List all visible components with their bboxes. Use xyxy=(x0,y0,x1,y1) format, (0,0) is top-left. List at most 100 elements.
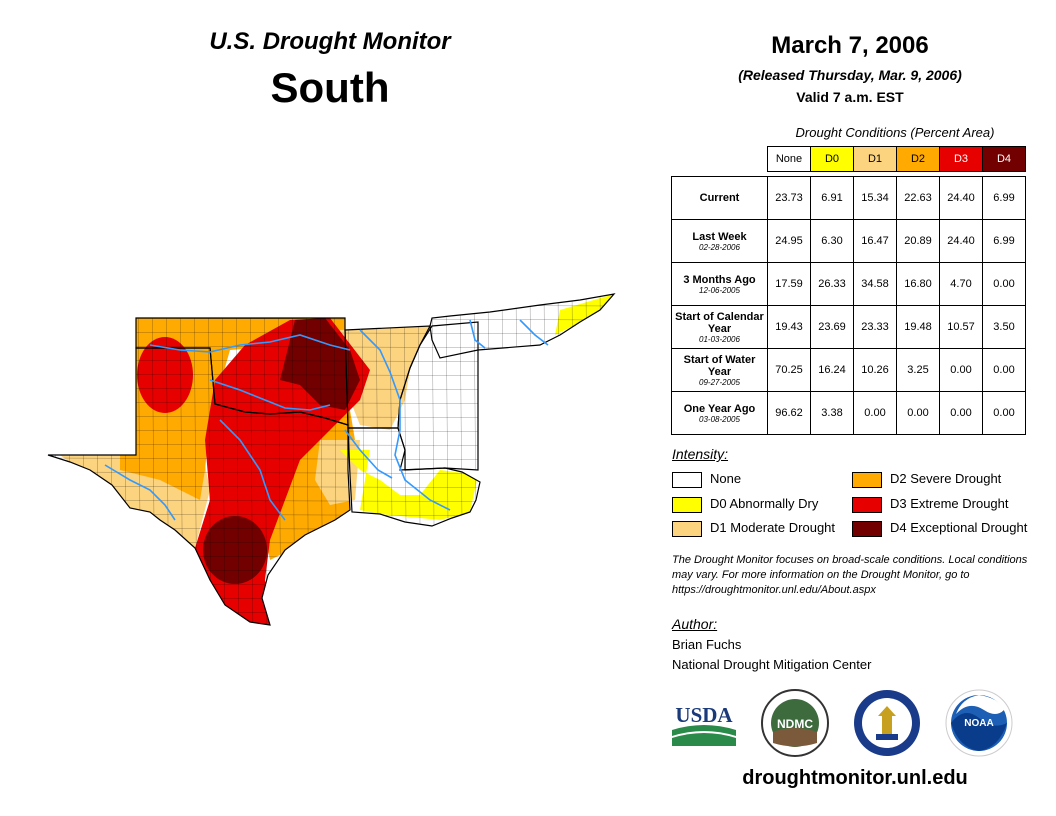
legend-swatch-d2 xyxy=(852,471,882,488)
cell-d3: 24.40 xyxy=(939,176,983,220)
column-header-d0: D0 xyxy=(810,146,854,172)
column-header-none: None xyxy=(767,146,811,172)
cell-d0: 6.30 xyxy=(810,219,854,263)
legend-item-d0: D0 Abnormally Dry xyxy=(672,495,818,513)
state-borders xyxy=(47,293,616,626)
cell-d1: 10.26 xyxy=(853,348,897,392)
cell-d0: 3.38 xyxy=(810,391,854,435)
cell-none: 24.95 xyxy=(767,219,811,263)
row-label: 3 Months Ago 12-06-2005 xyxy=(671,262,768,306)
legend-item-none: None xyxy=(672,470,741,488)
cell-d1: 0.00 xyxy=(853,391,897,435)
cell-d0: 16.24 xyxy=(810,348,854,392)
cell-d4: 6.99 xyxy=(982,219,1026,263)
noaa-logo: NOAA xyxy=(945,689,1013,757)
svg-text:NDMC: NDMC xyxy=(777,717,813,731)
legend-swatch-d1 xyxy=(672,520,702,537)
column-header-d3: D3 xyxy=(939,146,983,172)
table-caption: Drought Conditions (Percent Area) xyxy=(795,125,995,140)
cell-d4: 0.00 xyxy=(982,391,1026,435)
cell-d3: 0.00 xyxy=(939,391,983,435)
column-header-d2: D2 xyxy=(896,146,940,172)
author-title: Author: xyxy=(672,616,718,632)
cell-d2: 22.63 xyxy=(896,176,940,220)
row-date: 03-08-2005 xyxy=(699,414,740,424)
cell-d2: 16.80 xyxy=(896,262,940,306)
table-row: One Year Ago 03-08-2005 96.62 3.38 0.00 0.00 0… xyxy=(671,391,1026,435)
row-label: Current xyxy=(671,176,768,220)
cell-d2: 0.00 xyxy=(896,391,940,435)
row-date: 09-27-2005 xyxy=(699,377,740,387)
rivers xyxy=(104,319,549,521)
cell-d2: 20.89 xyxy=(896,219,940,263)
legend-label-d2: D2 Severe Drought xyxy=(890,471,1002,486)
legend-label-d0: D0 Abnormally Dry xyxy=(710,496,819,511)
cell-none: 19.43 xyxy=(767,305,811,349)
row-label: Last Week 02-28-2006 xyxy=(671,219,768,263)
cell-d3: 10.57 xyxy=(939,305,983,349)
table-row: Last Week 02-28-2006 24.95 6.30 16.47 20.89 24… xyxy=(671,219,1026,263)
legend-item-d2: D2 Severe Drought xyxy=(852,470,1001,488)
cell-d3: 24.40 xyxy=(939,219,983,263)
row-label: Start of Calendar Year 01-03-2006 xyxy=(671,305,768,349)
usda-logo: USDA xyxy=(672,703,736,746)
cell-d3: 0.00 xyxy=(939,348,983,392)
author-organization: National Drought Mitigation Center xyxy=(672,657,872,672)
cell-d1: 23.33 xyxy=(853,305,897,349)
row-date: 12-06-2005 xyxy=(699,285,740,295)
cell-none: 23.73 xyxy=(767,176,811,220)
cell-d4: 0.00 xyxy=(982,262,1026,306)
legend-item-d3: D3 Extreme Drought xyxy=(852,495,1009,513)
legend-label-d3: D3 Extreme Drought xyxy=(890,496,1009,511)
table-row: Start of Water Year 09-27-2005 70.25 16.24 1… xyxy=(671,348,1026,392)
row-label-text: 3 Months Ago xyxy=(683,273,756,286)
cell-d1: 15.34 xyxy=(853,176,897,220)
table-row: Current 23.73 6.91 15.34 22.63 24.40 6.99 xyxy=(671,176,1026,220)
row-label: Start of Water Year 09-27-2005 xyxy=(671,348,768,392)
website-url[interactable]: droughtmonitor.unl.edu xyxy=(742,767,968,789)
map-title: U.S. Drought Monitor xyxy=(209,28,451,55)
cell-d2: 3.25 xyxy=(896,348,940,392)
cell-none: 17.59 xyxy=(767,262,811,306)
legend-swatch-d0 xyxy=(672,496,702,513)
cell-d1: 16.47 xyxy=(853,219,897,263)
cell-d4: 6.99 xyxy=(982,176,1026,220)
cell-none: 70.25 xyxy=(767,348,811,392)
cell-d4: 3.50 xyxy=(982,305,1026,349)
table-row: 3 Months Ago 12-06-2005 17.59 26.33 34.58 16.… xyxy=(671,262,1026,306)
cell-d2: 19.48 xyxy=(896,305,940,349)
disclaimer-note: The Drought Monitor focuses on broad-sca… xyxy=(672,554,1028,596)
cell-d1: 34.58 xyxy=(853,262,897,306)
cell-d4: 0.00 xyxy=(982,348,1026,392)
map-fill-d0-east xyxy=(340,450,478,520)
release-date: (Released Thursday, Mar. 9, 2006) xyxy=(738,67,962,83)
date-title: March 7, 2006 xyxy=(771,32,929,59)
region-title: South xyxy=(270,64,390,111)
map-fill-d4-south xyxy=(203,516,267,584)
cell-none: 96.62 xyxy=(767,391,811,435)
svg-text:NOAA: NOAA xyxy=(964,718,993,729)
ndmc-logo: NDMC xyxy=(761,689,829,757)
row-label-text: Last Week xyxy=(692,230,747,243)
row-label-text: Current xyxy=(699,192,740,204)
legend-label-d4: D4 Exceptional Drought xyxy=(890,520,1028,535)
legend-label-none: None xyxy=(710,471,742,486)
row-label: One Year Ago 03-08-2005 xyxy=(671,391,768,435)
drought-map xyxy=(47,293,616,626)
row-label-text: Start of Calendar Year xyxy=(675,310,764,335)
legend-swatch-none xyxy=(672,471,702,488)
cell-d0: 23.69 xyxy=(810,305,854,349)
legend-swatch-d4 xyxy=(852,520,882,537)
legend-swatch-d3 xyxy=(852,496,882,513)
drought-conditions-table: None D0 D1 D2 D3 D4 Current 23.73 6.91 15.34 22.63… xyxy=(671,146,1026,435)
row-label-text: Start of Water Year xyxy=(683,353,756,378)
row-date: 02-28-2006 xyxy=(699,242,740,252)
cell-d0: 26.33 xyxy=(810,262,854,306)
map-fill-d4-north xyxy=(280,318,360,410)
table-row: Start of Calendar Year 01-03-2006 19.43 23.… xyxy=(671,305,1026,349)
legend-item-d1: D1 Moderate Drought xyxy=(672,519,835,537)
row-label-text: One Year Ago xyxy=(683,402,756,415)
row-date: 01-03-2006 xyxy=(699,334,740,344)
map-fill-d3-panhandle xyxy=(137,337,193,413)
cell-d3: 4.70 xyxy=(939,262,983,306)
